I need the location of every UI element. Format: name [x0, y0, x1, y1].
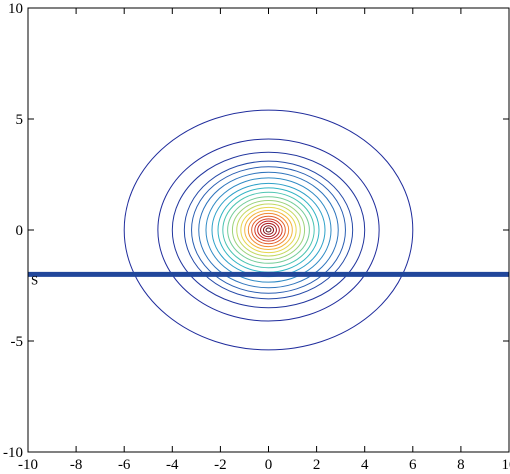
- x-tick-label: -2: [214, 457, 227, 473]
- x-tick-label: -4: [166, 457, 179, 473]
- y-tick-label: 0: [16, 223, 24, 239]
- tick-layer: [27, 7, 510, 453]
- contour-line-4: [191, 166, 346, 294]
- x-tick-label: -8: [70, 457, 83, 473]
- line-label: S: [31, 272, 38, 287]
- contour-center-point: [265, 227, 272, 233]
- contour-line-1: [157, 138, 380, 322]
- contour-layer: [123, 109, 414, 351]
- contour-line-16: [251, 215, 286, 245]
- contour-line-2: [171, 151, 366, 309]
- x-tick-label: 2: [313, 457, 321, 473]
- label-layer: -10 -8 -6 -4 -2 0 2 4 6 8 10 -10 -5 0 5 10 S: [3, 1, 510, 473]
- contour-line-18: [257, 220, 280, 240]
- x-tick-label: 4: [361, 457, 369, 473]
- contour-line-15: [247, 212, 290, 248]
- contour-line-20: [262, 225, 275, 235]
- contour-line-0: [123, 109, 414, 351]
- x-tick-label: -6: [118, 457, 131, 473]
- y-tick-label: -10: [3, 445, 23, 461]
- y-tick-label: -5: [11, 334, 24, 350]
- x-tick-label: -10: [18, 457, 38, 473]
- contour-line-5: [198, 171, 339, 289]
- contour-line-9: [222, 191, 315, 269]
- y-tick-label: 10: [8, 1, 23, 17]
- contour-line-17: [254, 218, 283, 242]
- contour-line-12: [236, 203, 301, 257]
- contour-line-3: [183, 160, 354, 300]
- contour-line-14: [244, 209, 293, 251]
- y-tick-label: 5: [16, 112, 24, 128]
- x-tick-label: 8: [457, 457, 465, 473]
- contour-line-19: [260, 222, 277, 238]
- x-tick-label: 10: [502, 457, 510, 473]
- x-tick-label: 0: [265, 457, 273, 473]
- contour-line-6: [205, 177, 332, 283]
- contour-line-11: [231, 199, 306, 261]
- contour-line-13: [240, 206, 297, 254]
- x-tick-label: 6: [409, 457, 417, 473]
- contour-line-10: [227, 196, 310, 264]
